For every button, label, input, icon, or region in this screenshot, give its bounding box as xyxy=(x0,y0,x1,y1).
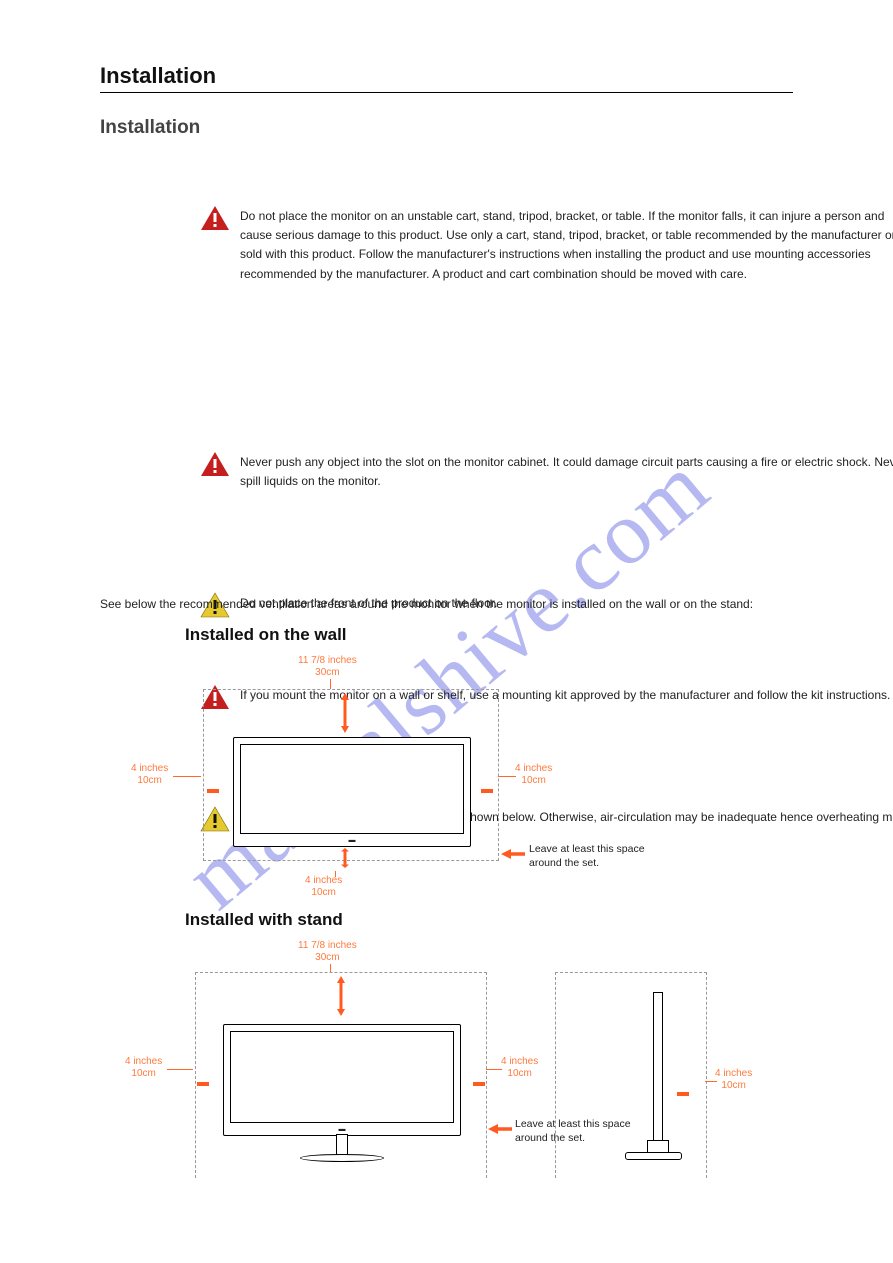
notice-text: Do not place the monitor on an unstable … xyxy=(240,207,893,284)
dimension-in: 4 inches xyxy=(131,763,168,774)
body-text: See below the recommended ventilation ar… xyxy=(100,595,793,614)
warning-icon xyxy=(200,205,230,231)
callout-line xyxy=(167,1069,193,1070)
clearance-tick xyxy=(197,1082,209,1086)
diagram-stand-mount: Installed with stand 11 7/8 inches 30cm … xyxy=(125,910,675,1194)
monitor-outline: ▬ xyxy=(233,737,471,847)
warning-icon xyxy=(200,451,230,477)
dimension-in: 4 inches xyxy=(501,1056,538,1067)
clearance-tick xyxy=(481,789,493,793)
clearance-tick xyxy=(677,1092,689,1096)
dimension-cm: 30cm xyxy=(315,667,339,678)
diagram-title: Installed with stand xyxy=(185,910,675,930)
clearance-tick xyxy=(473,1082,485,1086)
dimension-label: 11 7/8 inches 30cm xyxy=(298,655,357,678)
dimension-label: 4 inches 10cm xyxy=(305,875,342,898)
callout-line xyxy=(330,964,331,972)
callout-line xyxy=(705,1081,717,1082)
callout-line xyxy=(173,776,201,777)
arrow-icon xyxy=(341,693,349,733)
section-heading: Installation xyxy=(100,117,200,139)
callout-line xyxy=(486,1069,502,1070)
clearance-tick xyxy=(207,789,219,793)
dimension-label: 11 7/8 inches 30cm xyxy=(298,940,357,963)
dimension-in: 4 inches xyxy=(305,875,342,886)
dimension-cm: 10cm xyxy=(521,775,545,786)
arrow-icon xyxy=(337,976,345,1016)
stand-base xyxy=(300,1154,384,1162)
dimension-in: 4 inches xyxy=(125,1056,162,1067)
arrow-icon xyxy=(501,849,525,859)
dimension-cm: 10cm xyxy=(721,1080,745,1091)
manual-page: manualshive.com Installation Installatio… xyxy=(0,0,893,1263)
diagram-note: Leave at least this space around the set… xyxy=(529,843,669,870)
dimension-label: 4 inches 10cm xyxy=(515,763,552,786)
brand-mark: ▬ xyxy=(339,1126,346,1133)
dimension-label: 4 inches 10cm xyxy=(125,1056,162,1079)
stand-base xyxy=(625,1152,682,1160)
clearance-outline xyxy=(555,972,707,1178)
dimension-in: 4 inches xyxy=(715,1068,752,1079)
dimension-cm: 10cm xyxy=(507,1068,531,1079)
dimension-cm: 10cm xyxy=(137,775,161,786)
diagram-wall-mount: Installed on the wall 11 7/8 inches 30cm… xyxy=(125,625,675,919)
dimension-in: 4 inches xyxy=(515,763,552,774)
dimension-cm: 10cm xyxy=(131,1068,155,1079)
dimension-in: 11 7/8 inches xyxy=(298,940,357,951)
monitor-side-outline xyxy=(653,992,663,1144)
brand-mark: ▬ xyxy=(349,837,356,844)
dimension-label: 4 inches 10cm xyxy=(715,1068,752,1091)
monitor-outline: ▬ xyxy=(223,1024,461,1136)
dimension-cm: 10cm xyxy=(311,887,335,898)
dimension-in: 11 7/8 inches xyxy=(298,655,357,666)
screen-inner xyxy=(230,1031,454,1123)
callout-line xyxy=(498,776,516,777)
arrow-icon xyxy=(488,1124,512,1134)
diagram-title: Installed on the wall xyxy=(185,625,675,645)
dimension-label: 4 inches 10cm xyxy=(131,763,168,786)
callout-line xyxy=(330,679,331,689)
dimension-cm: 30cm xyxy=(315,952,339,963)
callout-line xyxy=(335,871,336,877)
dimension-label: 4 inches 10cm xyxy=(501,1056,538,1079)
arrow-icon xyxy=(341,848,349,868)
rule-divider xyxy=(100,92,793,93)
screen-inner xyxy=(240,744,464,834)
page-title: Installation xyxy=(100,63,216,89)
diagram-side-profile: 4 inches 10cm xyxy=(555,972,725,1182)
notice-text: Never push any object into the slot on t… xyxy=(240,453,893,491)
